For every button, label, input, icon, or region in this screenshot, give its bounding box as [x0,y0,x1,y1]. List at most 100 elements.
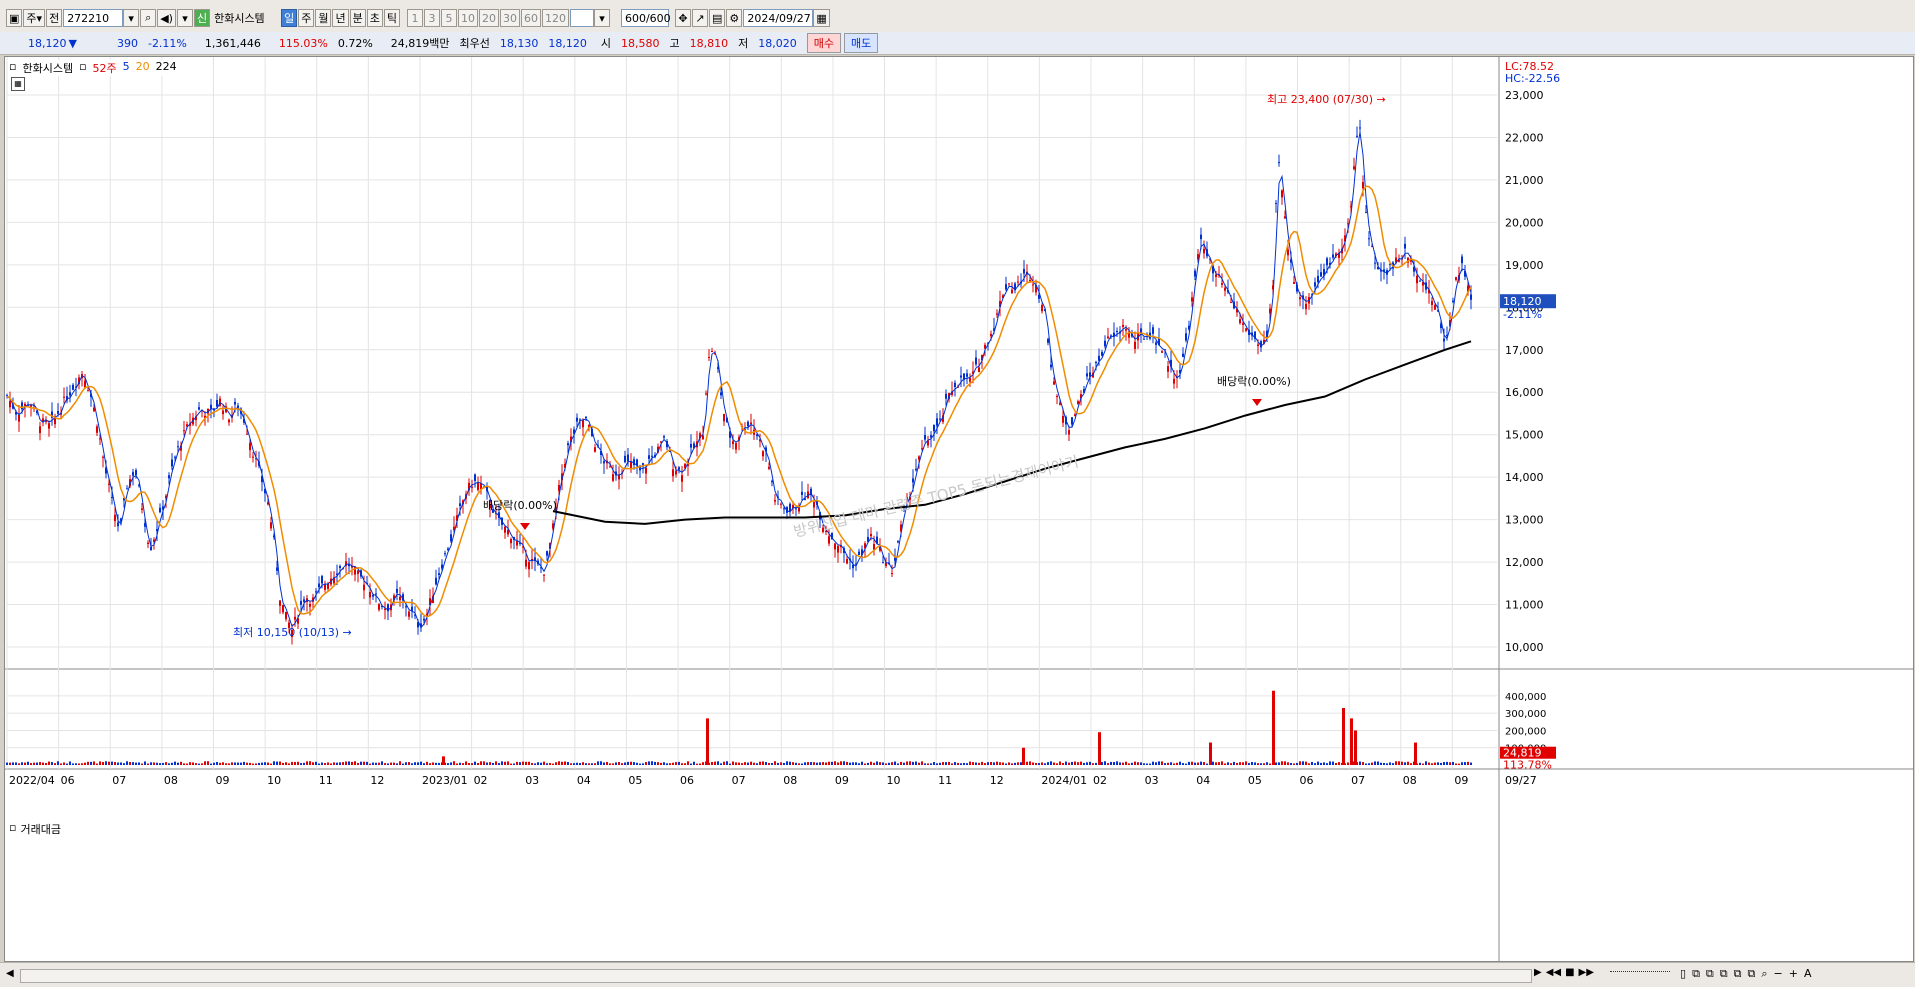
copy3-icon[interactable]: ⧉ [1719,967,1728,980]
period-button-6[interactable]: 틱 [383,9,400,27]
open-label: 시 [600,37,612,50]
table-icon[interactable]: ▦ [11,77,25,91]
sell-button[interactable]: 매도 [844,33,879,53]
interval-button-10[interactable]: 10 [457,9,478,27]
x-tick-label: 2023/01 [422,774,468,787]
interval-button-60[interactable]: 60 [520,9,541,27]
volume-bar [75,763,77,765]
volume-bar [183,763,185,765]
scroll-track[interactable] [20,969,1532,983]
candle-body [105,467,107,474]
interval-button-30[interactable]: 30 [499,9,520,27]
volume-bar [210,763,212,765]
volume-bar [627,761,629,765]
period-button-4[interactable]: 분 [349,9,366,27]
volume-bar [1296,762,1298,765]
copy2-icon[interactable]: ⧉ [1705,967,1714,980]
period-button-2[interactable]: 월 [315,9,332,27]
candle-body [147,542,149,545]
candle-body [198,407,200,410]
copy5-icon[interactable]: ⧉ [1747,967,1756,980]
crosshair-icon[interactable]: ✥ [674,9,691,27]
save-icon[interactable]: ▤ [708,9,726,27]
candle-body [1077,401,1079,405]
calendar-icon[interactable]: ▦ [813,9,830,27]
chart-area[interactable]: 23,00022,00021,00020,00019,00018,00017,0… [4,56,1914,962]
magnifier-icon[interactable]: ⌕ [1761,967,1768,980]
candle-body [1371,246,1373,248]
ma224-line [552,340,1472,525]
candle-body [45,420,47,422]
candle-body [315,591,317,593]
buy-button[interactable]: 매수 [806,33,842,53]
candle-body [843,548,845,553]
stop-icon[interactable]: ■ [1565,967,1575,978]
trend-tool-icon[interactable]: ↗ [691,9,708,27]
interval-button-3[interactable]: 3 [423,9,440,27]
candle-body [1179,370,1181,374]
code-dropdown-icon[interactable]: ▾ [123,9,140,27]
volume-bar [1191,761,1193,765]
interval-input[interactable] [569,9,594,27]
volume-bar [813,762,815,765]
period-button-1[interactable]: 주 [298,9,315,27]
volume-bar [480,761,482,765]
price-chart-svg[interactable]: 23,00022,00021,00020,00019,00018,00017,0… [5,57,1913,961]
volume-bar [450,762,452,765]
zoom-slider[interactable] [1610,971,1670,978]
volume-bar [849,762,851,765]
copy-icon[interactable]: ⧉ [1692,967,1700,980]
volume-bar [6,762,8,765]
combo-adjust[interactable]: 전 [46,9,63,27]
scroll-left-icon[interactable]: ◀ [6,968,14,979]
code-value: 272210 [67,11,110,25]
text-tool-icon[interactable]: A [1803,967,1812,980]
period-button-0[interactable]: 일 [281,9,298,27]
zoom-in-icon[interactable]: + [1788,967,1798,980]
volume-bar [936,763,938,765]
candle-body [1164,349,1166,351]
interval-button-20[interactable]: 20 [478,9,499,27]
volume-bar [657,762,659,765]
period-button-3[interactable]: 년 [332,9,349,27]
interval-button-120[interactable]: 120 [541,9,569,27]
period-button-5[interactable]: 초 [366,9,383,27]
search-icon[interactable]: ⌕ [140,9,157,27]
volume-bar [807,762,809,765]
candle-body [693,443,695,449]
candle-body [1293,281,1295,284]
code-input[interactable]: 272210 [63,9,124,27]
candle-body [168,475,170,479]
interval-button-5[interactable]: 5 [440,9,457,27]
speaker-icon[interactable]: ◀) [157,9,176,27]
page-count-input[interactable]: 600/600 [620,9,671,27]
candle-body [684,463,686,469]
rewind-icon[interactable]: ◀◀ [1545,967,1562,978]
volume-bar [303,762,305,765]
speaker-dropdown-icon[interactable]: ▾ [176,9,193,27]
volume-bar [402,763,404,765]
zoom-out-icon[interactable]: − [1773,967,1783,980]
play-icon[interactable]: ▶ [1534,967,1542,978]
candle-body [1272,285,1274,290]
candle-body [1362,182,1364,189]
combo-type[interactable]: 주 ▾ [23,9,46,27]
date-input[interactable]: 2024/09/27 [743,9,814,27]
copy4-icon[interactable]: ⧉ [1733,967,1742,980]
candle-body [516,541,518,546]
interval-dropdown-icon[interactable]: ▾ [593,9,610,27]
volume-bar [243,761,245,765]
gear-icon[interactable]: ⚙ [726,9,743,27]
slider-handle-icon[interactable]: ▯ [1680,967,1687,980]
window-icon[interactable]: ▣ [6,9,23,27]
volume-bar [468,763,470,765]
candle-body [810,488,812,496]
last-price-box [1500,294,1556,309]
volume-bar [1113,762,1115,765]
interval-button-1[interactable]: 1 [406,9,423,27]
forward-icon[interactable]: ▶▶ [1578,967,1594,978]
volume-bar [1398,761,1400,765]
scroll-bar[interactable]: ◀ ▶ ◀◀ ■ ▶▶ ▯ ⧉ ⧉ ⧉ ⧉ ⧉ ⌕ − + A [0,962,1915,987]
volume-bar [126,761,128,765]
volume-bar [237,762,239,765]
